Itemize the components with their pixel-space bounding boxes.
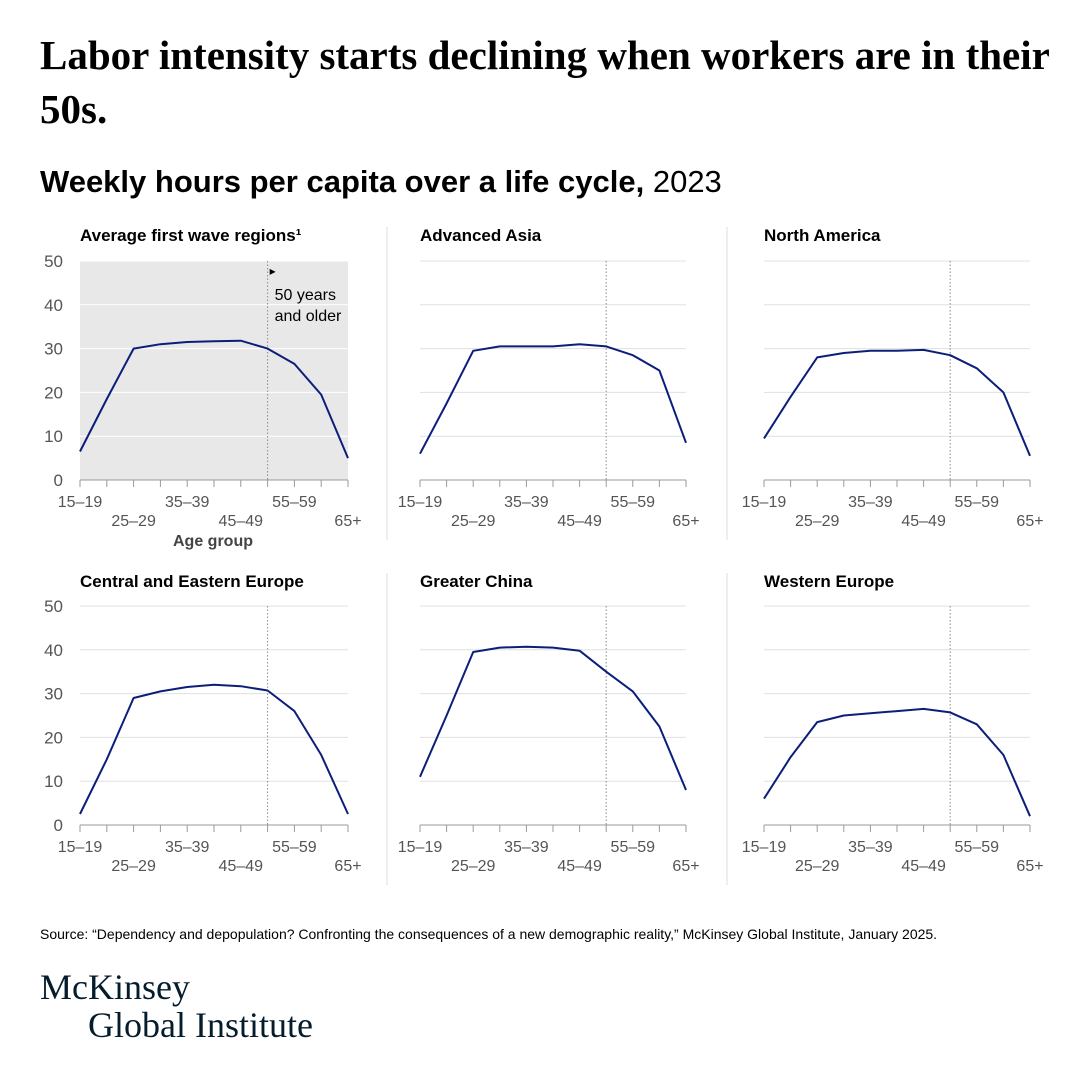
x-tick-label: 15–19 [742, 494, 787, 511]
series-line [763, 707, 1031, 817]
x-tick-label: 65+ [334, 513, 361, 530]
x-tick-label: 45–49 [219, 858, 264, 875]
x-tick-label: 55–59 [611, 839, 656, 856]
series-line [419, 343, 687, 455]
y-tick-label: 20 [44, 383, 63, 402]
subtitle-bold: Weekly hours per capita over a life cycl… [40, 164, 645, 199]
x-tick-label: 55–59 [955, 494, 1000, 511]
annotation-arrow: ▸ [270, 264, 276, 278]
x-tick-label: 55–59 [611, 494, 656, 511]
y-tick-label: 40 [44, 641, 63, 660]
x-tick-label: 25–29 [451, 513, 496, 530]
x-tick-label: 35–39 [504, 494, 549, 511]
x-tick-label: 35–39 [848, 494, 893, 511]
x-tick-label: 65+ [334, 858, 361, 875]
logo-line-1: McKinsey [40, 967, 190, 1007]
x-tick-label: 15–19 [58, 839, 103, 856]
y-tick-label: 50 [44, 252, 63, 271]
x-tick-label: 65+ [672, 858, 699, 875]
x-tick-label: 55–59 [272, 839, 317, 856]
x-tick-label: 35–39 [504, 839, 549, 856]
chart-panel-5: Greater China 15–19 25–29 35–39 45–49 55–59 65… [386, 572, 700, 885]
chart-title: Central and Eastern Europe [80, 572, 304, 591]
chart-panel-1: Average first wave regions¹ 0 10 20 30 40 50 15… [44, 226, 361, 550]
y-tick-label: 10 [44, 427, 63, 446]
x-tick-label: 25–29 [111, 858, 156, 875]
series-line [79, 683, 349, 815]
x-tick-label: 25–29 [795, 513, 840, 530]
x-tick-label: 45–49 [557, 858, 602, 875]
y-tick-label: 30 [44, 340, 63, 359]
x-tick-label: 25–29 [451, 858, 496, 875]
x-tick-label: 15–19 [398, 494, 443, 511]
x-tick-label: 25–29 [111, 513, 156, 530]
chart-title: Western Europe [764, 572, 894, 591]
x-tick-label: 45–49 [557, 513, 602, 530]
annotation-text: and older [275, 308, 342, 325]
x-tick-label: 45–49 [901, 858, 946, 875]
annotation-text: 50 years [275, 287, 336, 304]
x-tick-label: 55–59 [272, 494, 317, 511]
y-tick-label: 20 [44, 728, 63, 747]
chart-title: Greater China [420, 572, 533, 591]
x-tick-label: 15–19 [742, 839, 787, 856]
logo-line-2: Global Institute [88, 1005, 313, 1045]
y-tick-label: 30 [44, 685, 63, 704]
chart-panel-2: Advanced Asia 15–19 25–29 35–39 45–49 55–59 65… [386, 226, 700, 540]
x-tick-label: 35–39 [165, 839, 210, 856]
headline: Labor intensity starts declining when wo… [40, 32, 1050, 132]
x-tick-label: 45–49 [901, 513, 946, 530]
series-line [763, 348, 1031, 457]
x-tick-label: 35–39 [165, 494, 210, 511]
y-tick-label: 50 [44, 597, 63, 616]
y-tick-label: 40 [44, 296, 63, 315]
x-tick-label: 15–19 [58, 494, 103, 511]
x-tick-label: 45–49 [219, 513, 264, 530]
x-tick-label: 65+ [672, 513, 699, 530]
chart-panel-4: Central and Eastern Europe 0 10 20 30 40 50 15–… [44, 572, 361, 875]
series-line [79, 339, 349, 459]
x-tick-label: 15–19 [398, 839, 443, 856]
chart-title: North America [764, 226, 881, 245]
y-tick-label: 10 [44, 772, 63, 791]
y-tick-label: 0 [54, 816, 63, 835]
chart-title: Average first wave regions¹ [80, 226, 302, 245]
x-axis-label: Age group [173, 533, 253, 550]
mckinsey-global-institute-logo: McKinsey Global Institute [40, 968, 313, 1044]
subtitle-year: 2023 [644, 164, 722, 199]
x-tick-label: 55–59 [955, 839, 1000, 856]
series-line [419, 645, 687, 791]
chart-title: Advanced Asia [420, 226, 542, 245]
shaded-region [80, 261, 348, 480]
y-tick-label: 0 [54, 471, 63, 490]
chart-subtitle: Weekly hours per capita over a life cycl… [40, 162, 722, 202]
chart-panel-3: North America 15–19 25–29 35–39 45–49 55–59 65… [726, 226, 1044, 540]
charts-grid: Average first wave regions¹ 0 10 20 30 40 50 15… [44, 226, 1044, 885]
x-tick-label: 35–39 [848, 839, 893, 856]
x-tick-label: 65+ [1016, 858, 1043, 875]
source-note: Source: “Dependency and depopulation? Co… [40, 926, 938, 942]
x-tick-label: 65+ [1016, 513, 1043, 530]
x-tick-label: 25–29 [795, 858, 840, 875]
chart-panel-6: Western Europe 15–19 25–29 35–39 45–49 55–59 6… [726, 572, 1044, 885]
